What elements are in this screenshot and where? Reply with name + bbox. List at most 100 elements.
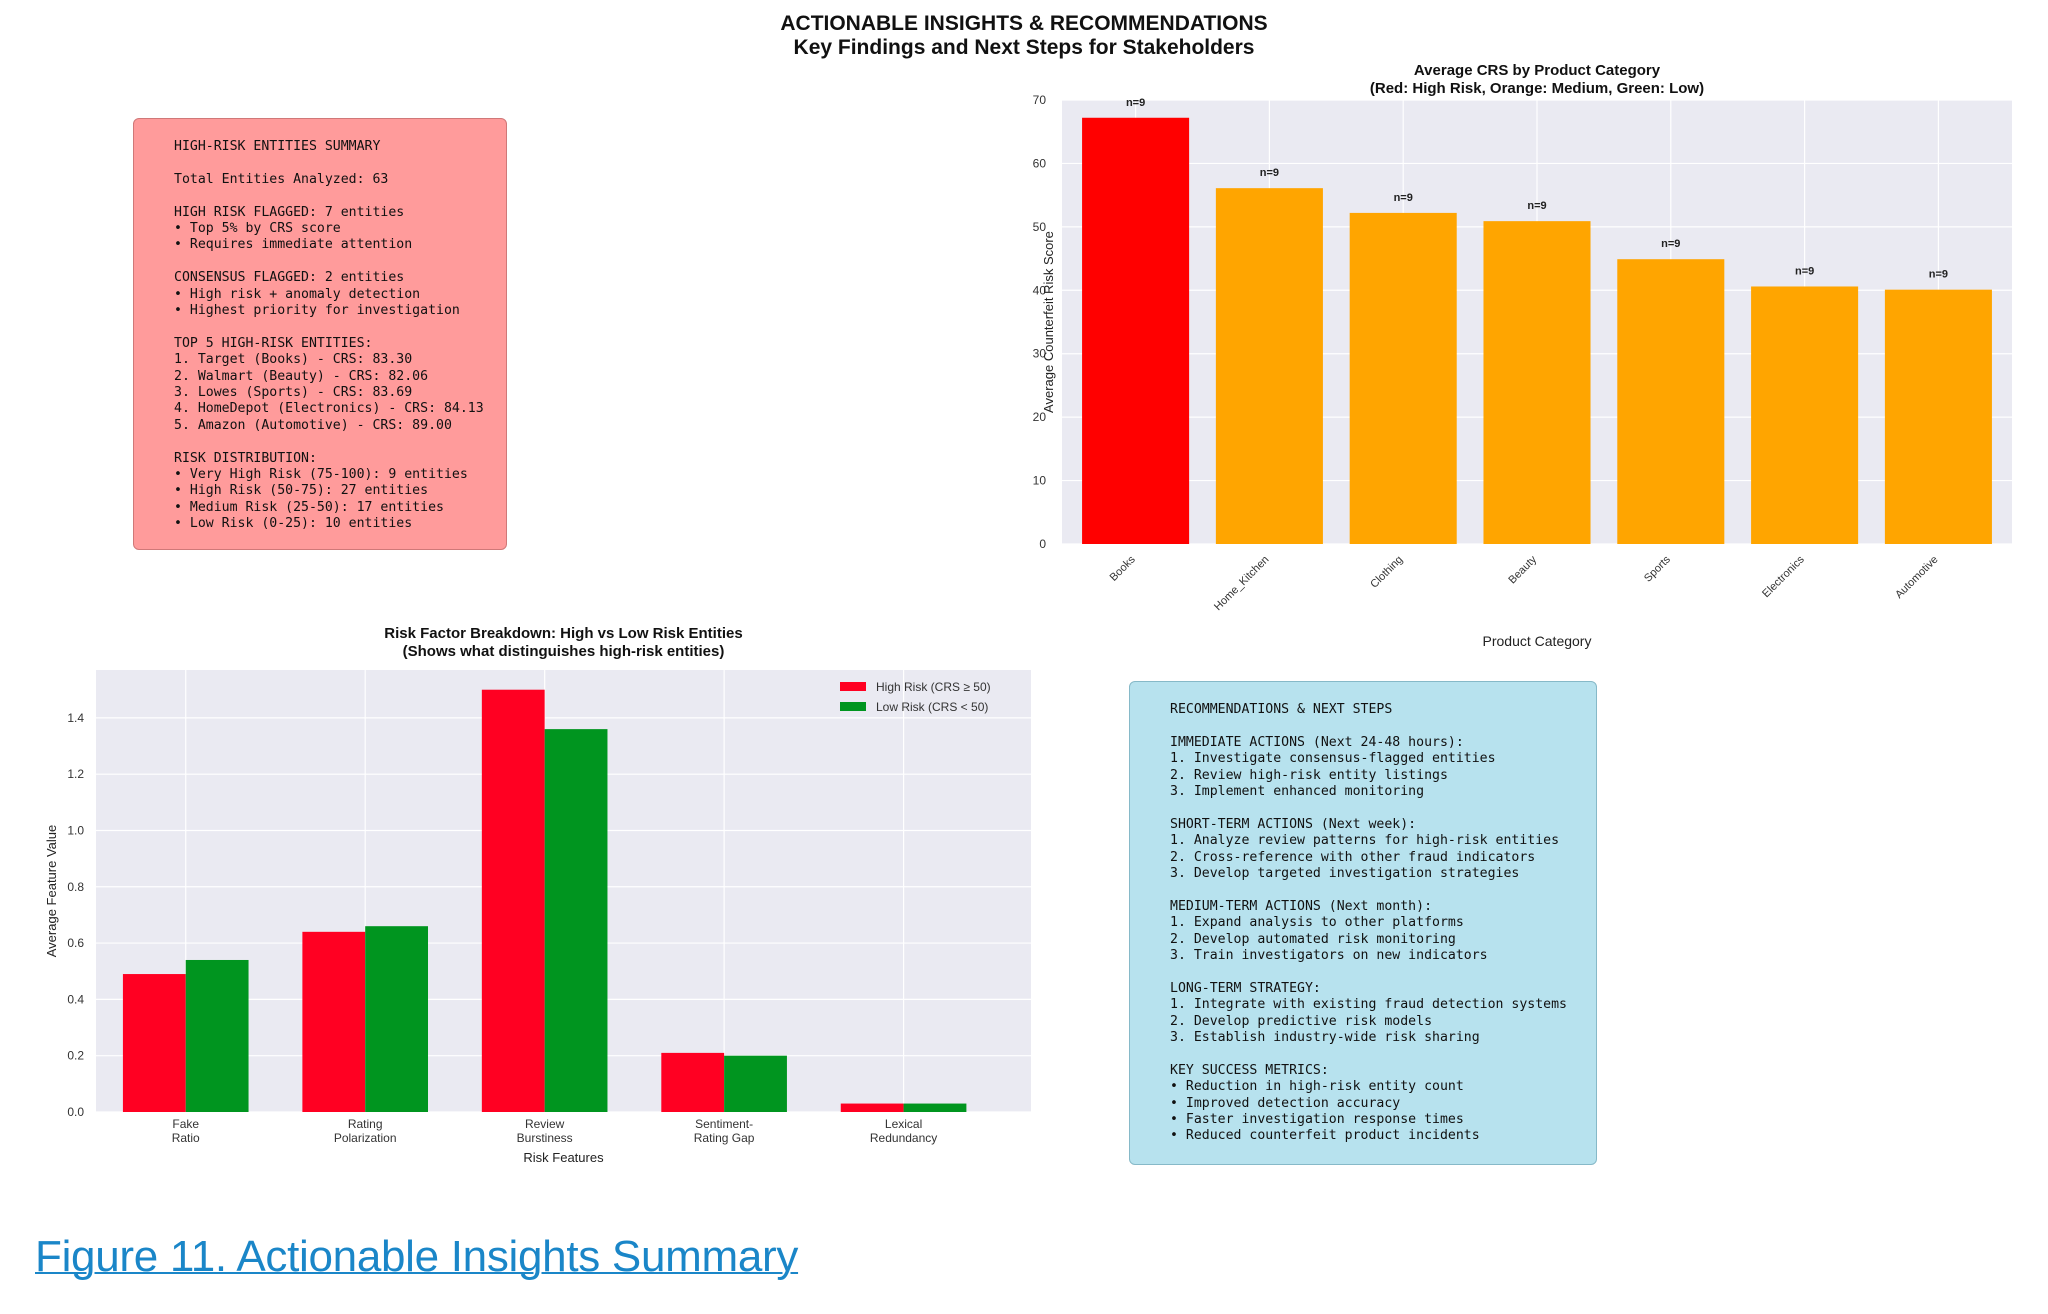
- recommendation-paragraph: KEY SUCCESS METRICS: • Reduction in high-…: [1170, 1063, 1596, 1145]
- chart-title: Risk Factor Breakdown: High vs Low Risk …: [384, 625, 742, 642]
- recommendation-line: • Reduction in high-risk entity count: [1170, 1079, 1464, 1095]
- risk-summary-line: • Top 5% by CRS score: [174, 221, 341, 236]
- recommendation-line: SHORT-TERM ACTIONS (Next week):: [1170, 816, 1417, 832]
- chart-subtitle: (Red: High Risk, Orange: Medium, Green: …: [1370, 80, 1704, 97]
- bar-low-risk: [185, 959, 249, 1112]
- risk-summary-line: 5. Amazon (Automotive) - CRS: 89.00: [174, 417, 452, 433]
- y-tick-label: 0.0: [67, 1105, 84, 1119]
- x-tick-label: Sentiment-Rating Gap: [694, 1117, 755, 1145]
- risk-summary-line: • Medium Risk (25-50): 17 entities: [174, 499, 444, 515]
- risk-summary-line: Total Entities Analyzed: 63: [174, 171, 389, 187]
- y-tick-label: 0.2: [67, 1049, 84, 1063]
- y-tick-label: 1.4: [67, 711, 84, 725]
- recommendation-line: • Improved detection accuracy: [1170, 1095, 1401, 1111]
- recommendation-paragraph: SHORT-TERM ACTIONS (Next week): 1. Analyz…: [1170, 817, 1596, 883]
- recommendation-paragraph: RECOMMENDATIONS & NEXT STEPS: [1170, 702, 1596, 718]
- bar-high-risk: [661, 1052, 725, 1112]
- risk-summary-line: 4. HomeDepot (Electronics) - CRS: 84.13: [174, 401, 484, 417]
- bar-sports: [1617, 259, 1725, 544]
- recommendation-line: 2. Review high-risk entity listings: [1170, 767, 1448, 783]
- y-tick-label: 0.8: [67, 880, 84, 894]
- recommendations-box: RECOMMENDATIONS & NEXT STEPS IMMEDIATE AC…: [1129, 681, 1597, 1165]
- risk-summary-paragraph: CONSENSUS FLAGGED: 2 entities • High risk…: [174, 270, 506, 319]
- x-tick-label: Review Burstiness: [517, 1117, 573, 1145]
- x-tick-label: Electronics: [1760, 553, 1807, 600]
- figure-caption[interactable]: Figure 11. Actionable Insights Summary: [35, 1232, 799, 1281]
- recommendation-line: KEY SUCCESS METRICS:: [1170, 1062, 1329, 1078]
- legend-swatch: [840, 702, 866, 711]
- high-risk-summary-box: HIGH-RISK ENTITIES SUMMARY Total Entities…: [133, 118, 507, 550]
- recommendation-line: 1. Integrate with existing fraud detecti…: [1170, 997, 1567, 1013]
- x-tick-label: Fake Ratio: [172, 1117, 200, 1145]
- risk-summary-line: • Highest priority for investigation: [174, 303, 460, 319]
- bar-low-risk: [544, 729, 608, 1112]
- recommendation-line: IMMEDIATE ACTIONS (Next 24-48 hours):: [1170, 734, 1464, 750]
- risk-summary-line: • Low Risk (0-25): 10 entities: [174, 516, 413, 532]
- y-tick-label: 10: [1033, 474, 1047, 488]
- y-axis-label: Average Feature Value: [44, 825, 59, 958]
- bar-count-label: n=9: [1527, 200, 1546, 212]
- recommendation-line: 1. Expand analysis to other platforms: [1170, 915, 1464, 931]
- y-tick-label: 60: [1033, 156, 1047, 170]
- bar-high-risk: [302, 931, 366, 1112]
- y-tick-label: 30: [1033, 347, 1047, 361]
- y-tick-label: 0.6: [67, 936, 84, 950]
- y-tick-label: 50: [1033, 220, 1047, 234]
- legend-entry: High Risk (CRS ≥ 50): [876, 680, 991, 694]
- bar-count-label: n=9: [1260, 167, 1279, 179]
- recommendation-line: 2. Develop automated risk monitoring: [1170, 931, 1456, 947]
- x-axis-label: Product Category: [1483, 633, 1592, 649]
- recommendation-line: RECOMMENDATIONS & NEXT STEPS: [1170, 702, 1393, 717]
- bar-count-label: n=9: [1929, 269, 1948, 281]
- crs-by-category-chart: 0 10 20 30 40 50 60 70 n=9 Books n=9 Home_Kitchen n=…: [1033, 62, 2012, 649]
- risk-summary-line: HIGH RISK FLAGGED: 7 entities: [174, 204, 405, 220]
- recommendation-paragraph: IMMEDIATE ACTIONS (Next 24-48 hours): 1. …: [1170, 735, 1596, 801]
- risk-summary-line: • High risk + anomaly detection: [174, 286, 421, 302]
- bar-clothing: [1349, 212, 1457, 544]
- bar-count-label: n=9: [1795, 265, 1814, 277]
- bar-low-risk: [365, 926, 429, 1112]
- bar-home-kitchen: [1215, 188, 1323, 544]
- bar-books: [1082, 117, 1190, 544]
- recommendation-paragraph: MEDIUM-TERM ACTIONS (Next month): 1. Expa…: [1170, 899, 1596, 965]
- recommendation-line: 2. Develop predictive risk models: [1170, 1013, 1433, 1029]
- recommendation-line: 2. Cross-reference with other fraud indi…: [1170, 849, 1536, 865]
- y-tick-label: 20: [1033, 410, 1047, 424]
- figure-subtitle: Key Findings and Next Steps for Stakehol…: [793, 36, 1255, 59]
- y-tick-label: 40: [1033, 283, 1047, 297]
- y-tick-label: 0: [1039, 537, 1046, 551]
- recommendation-line: 3. Establish industry-wide risk sharing: [1170, 1030, 1480, 1046]
- risk-summary-paragraph: Total Entities Analyzed: 63: [174, 172, 506, 188]
- recommendation-line: MEDIUM-TERM ACTIONS (Next month):: [1170, 898, 1433, 914]
- risk-summary-line: 3. Lowes (Sports) - CRS: 83.69: [174, 385, 413, 401]
- bar-beauty: [1483, 221, 1591, 545]
- bar-count-label: n=9: [1661, 238, 1680, 250]
- y-tick-label: 1.2: [67, 767, 84, 781]
- x-tick-label: Beauty: [1506, 553, 1539, 586]
- x-tick-label: Clothing: [1368, 554, 1405, 591]
- risk-summary-line: RISK DISTRIBUTION:: [174, 450, 317, 466]
- bar-count-label: n=9: [1126, 97, 1145, 109]
- risk-summary-paragraph: TOP 5 HIGH-RISK ENTITIES: 1. Target (Book…: [174, 336, 506, 434]
- chart-subtitle: (Shows what distinguishes high-risk enti…: [403, 643, 725, 660]
- risk-factor-breakdown-chart: 0.0 0.2 0.4 0.6 0.8 1.0 1.2 1.4 Fake Ratio Rating P…: [44, 625, 1031, 1165]
- risk-summary-paragraph: RISK DISTRIBUTION: • Very High Risk (75-1…: [174, 451, 506, 533]
- recommendation-line: 3. Develop targeted investigation strate…: [1170, 866, 1520, 882]
- risk-summary-line: HIGH-RISK ENTITIES SUMMARY: [174, 139, 381, 154]
- bar-high-risk: [840, 1103, 904, 1112]
- bar-low-risk: [724, 1055, 787, 1112]
- x-tick-label: Books: [1108, 553, 1138, 583]
- risk-summary-line: CONSENSUS FLAGGED: 2 entities: [174, 270, 405, 286]
- recommendation-line: 1. Analyze review patterns for high-risk…: [1170, 833, 1560, 849]
- bar-high-risk: [481, 689, 545, 1112]
- risk-summary-line: • Very High Risk (75-100): 9 entities: [174, 467, 468, 483]
- bar-electronics: [1751, 286, 1859, 544]
- x-tick-label: Home_Kitchen: [1212, 554, 1272, 614]
- x-tick-label: Automotive: [1893, 554, 1940, 601]
- risk-summary-paragraph: HIGH RISK FLAGGED: 7 entities • Top 5% by…: [174, 205, 506, 254]
- y-axis-label: Average Counterfeit Risk Score: [1041, 231, 1056, 413]
- risk-summary-paragraph: HIGH-RISK ENTITIES SUMMARY: [174, 139, 506, 155]
- bar-count-label: n=9: [1394, 192, 1413, 204]
- x-tick-label: Rating Polarization: [334, 1117, 397, 1145]
